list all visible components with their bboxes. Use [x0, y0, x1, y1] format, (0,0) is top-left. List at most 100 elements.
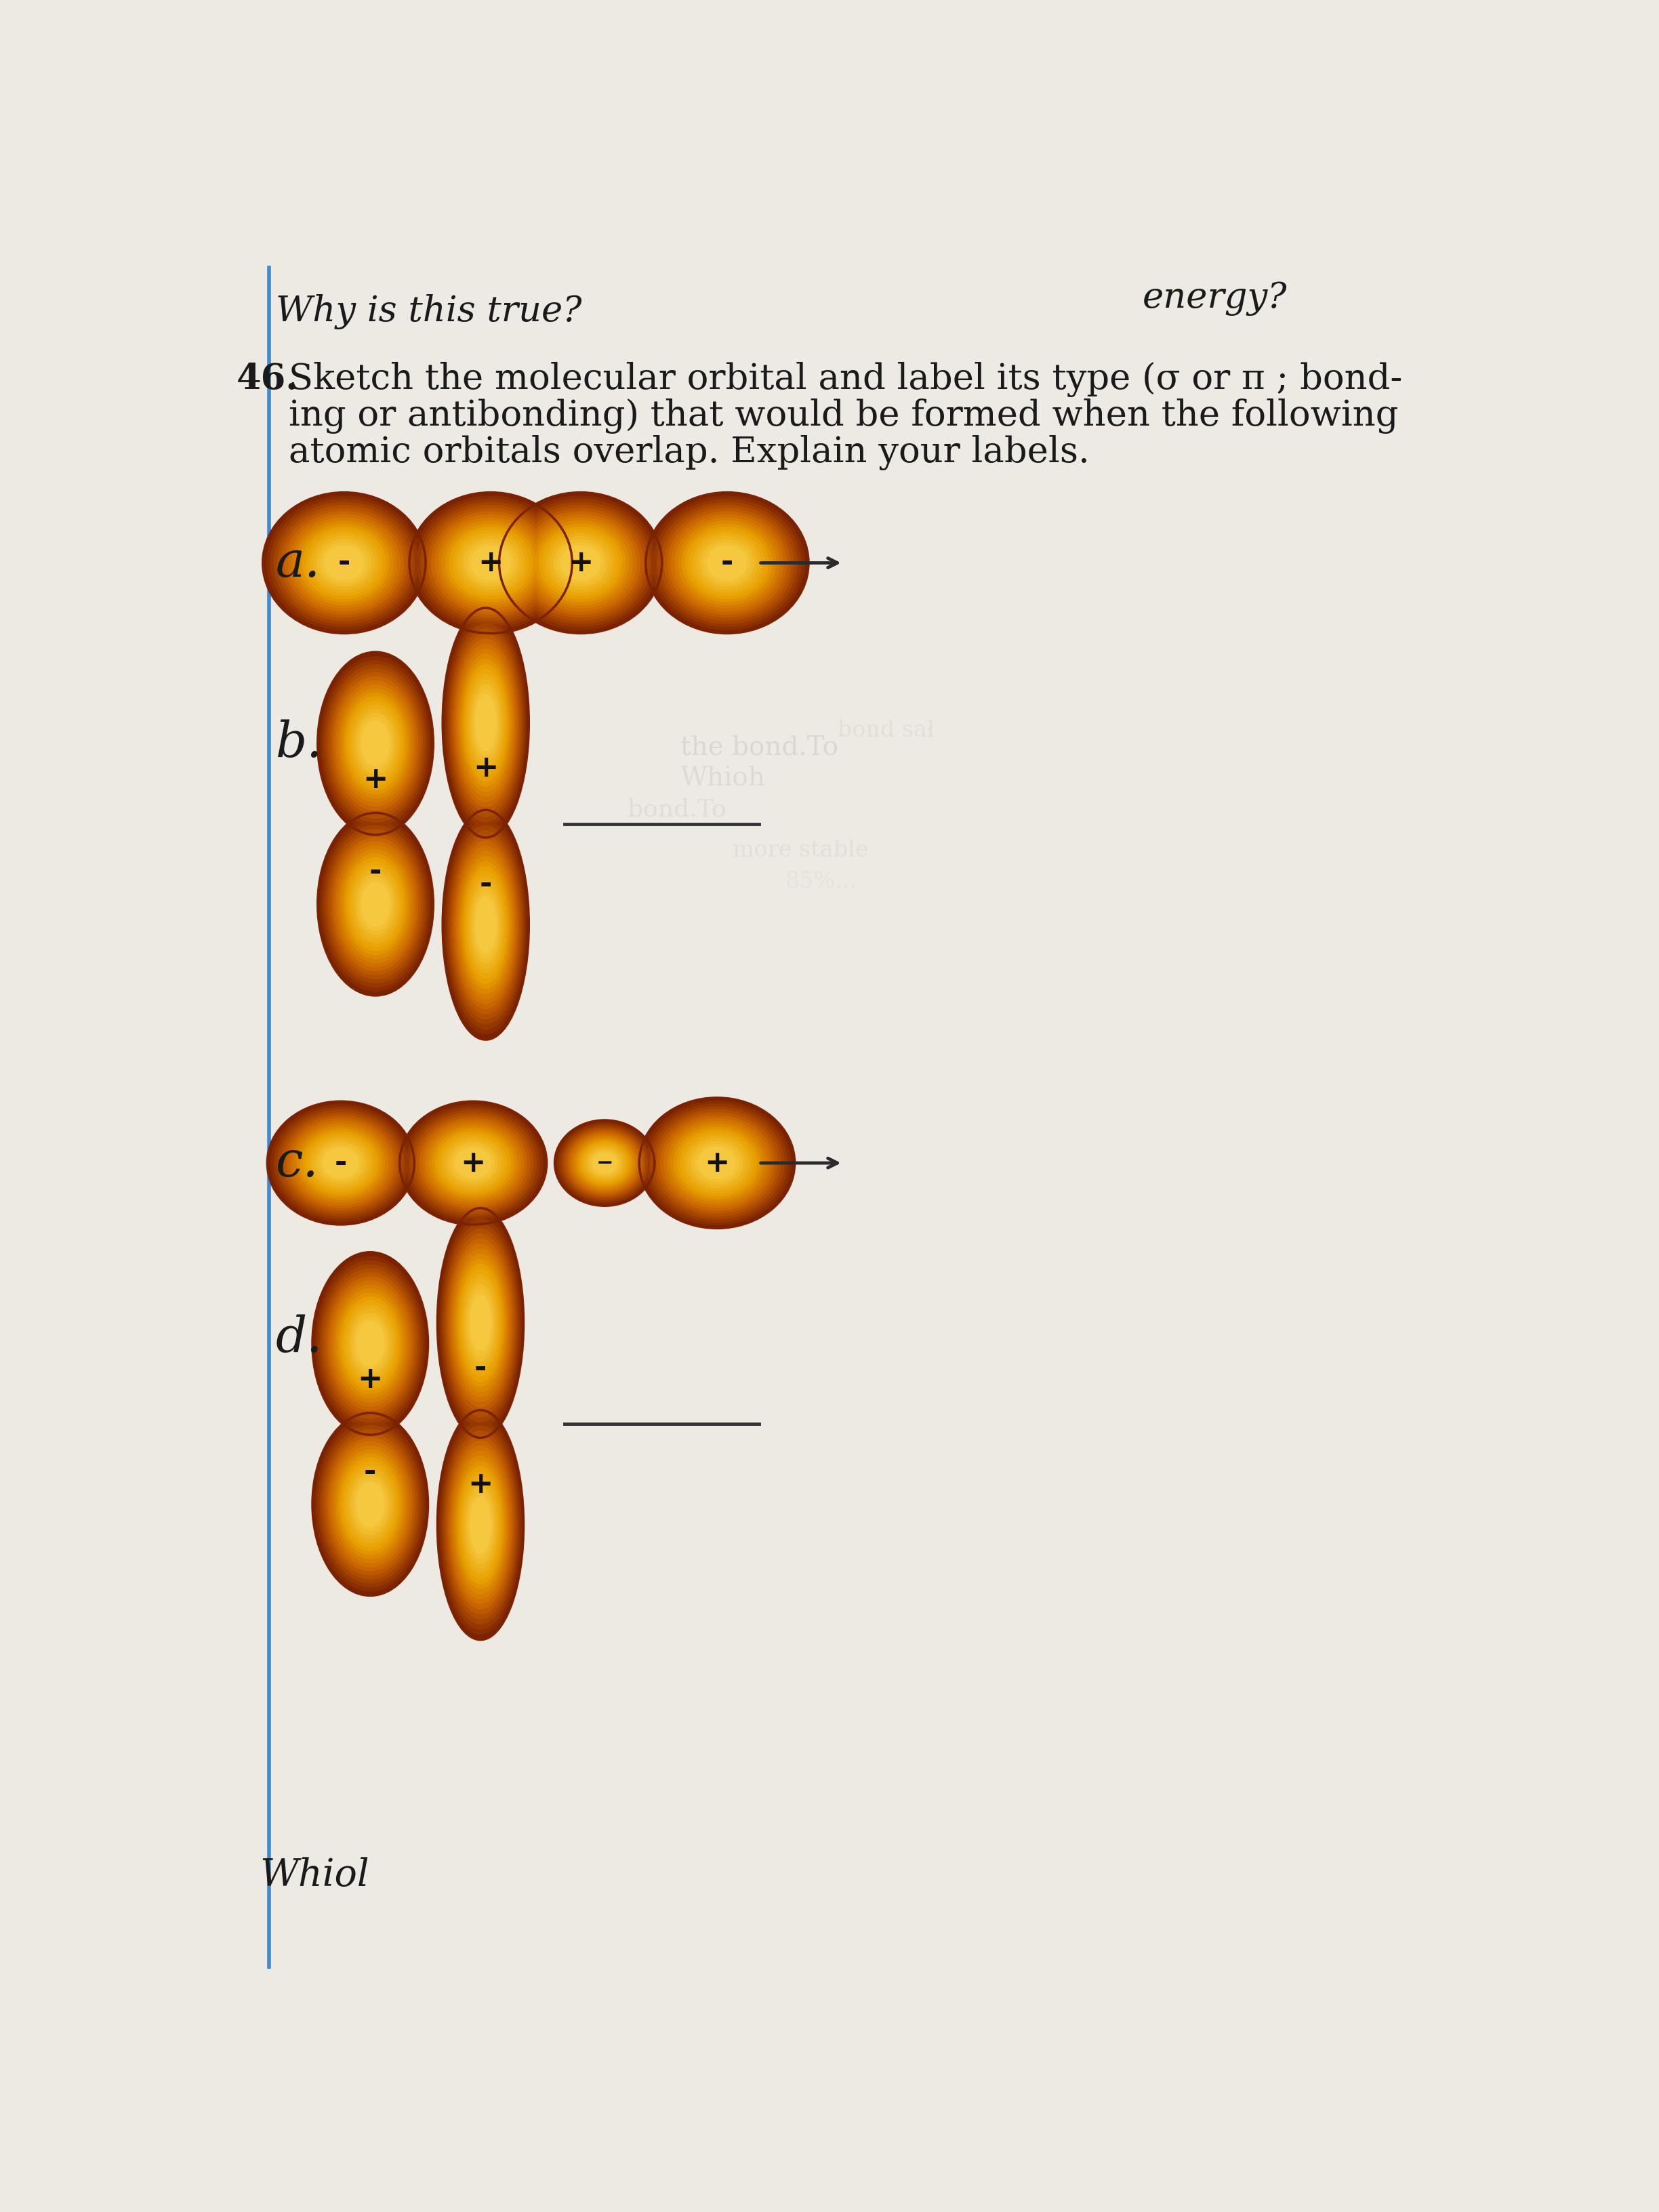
Ellipse shape [338, 845, 413, 962]
Ellipse shape [325, 664, 426, 823]
Ellipse shape [468, 675, 504, 772]
Ellipse shape [453, 1451, 508, 1599]
Ellipse shape [445, 613, 528, 832]
Ellipse shape [453, 836, 519, 1015]
Ellipse shape [284, 511, 405, 615]
Ellipse shape [693, 1144, 740, 1181]
Ellipse shape [302, 526, 387, 599]
Ellipse shape [357, 874, 395, 936]
Ellipse shape [400, 1102, 547, 1225]
Ellipse shape [435, 513, 547, 611]
Ellipse shape [450, 1440, 513, 1610]
Ellipse shape [440, 1212, 521, 1433]
Ellipse shape [443, 810, 529, 1040]
Ellipse shape [461, 860, 509, 989]
Ellipse shape [539, 526, 622, 599]
Ellipse shape [317, 540, 372, 586]
Text: −: − [596, 1152, 614, 1172]
Ellipse shape [667, 1121, 766, 1206]
Ellipse shape [328, 668, 423, 818]
Ellipse shape [451, 1447, 511, 1604]
Ellipse shape [690, 1141, 743, 1186]
Ellipse shape [299, 524, 390, 602]
Text: d.: d. [275, 1314, 322, 1363]
Ellipse shape [577, 1139, 632, 1188]
Ellipse shape [458, 1467, 503, 1584]
Ellipse shape [468, 1290, 493, 1356]
Ellipse shape [307, 1135, 375, 1192]
Ellipse shape [345, 858, 405, 951]
Ellipse shape [305, 529, 383, 595]
Ellipse shape [660, 504, 795, 622]
Ellipse shape [579, 1141, 630, 1186]
Ellipse shape [645, 493, 808, 633]
Ellipse shape [465, 1279, 498, 1367]
Ellipse shape [267, 1102, 415, 1225]
Text: 85%...: 85%... [785, 872, 858, 891]
Text: Whiol: Whiol [260, 1858, 370, 1893]
Text: the bond.To: the bond.To [680, 734, 838, 761]
Ellipse shape [468, 1491, 493, 1559]
Text: -: - [338, 549, 350, 577]
Ellipse shape [451, 1243, 511, 1402]
Ellipse shape [317, 1261, 423, 1427]
Ellipse shape [473, 688, 498, 757]
Ellipse shape [410, 1110, 538, 1217]
Ellipse shape [315, 1141, 365, 1183]
Ellipse shape [338, 1453, 403, 1555]
Ellipse shape [420, 1117, 528, 1208]
Ellipse shape [335, 1287, 405, 1398]
Ellipse shape [314, 535, 375, 591]
Text: b.: b. [275, 719, 322, 768]
Ellipse shape [287, 1117, 395, 1208]
Text: Why is this true?: Why is this true? [275, 294, 582, 330]
Ellipse shape [343, 854, 408, 956]
Ellipse shape [441, 1219, 519, 1427]
Ellipse shape [262, 493, 426, 633]
Ellipse shape [277, 504, 411, 622]
Ellipse shape [345, 1464, 395, 1544]
Ellipse shape [448, 825, 523, 1024]
Ellipse shape [438, 1208, 524, 1438]
Ellipse shape [460, 856, 511, 993]
Ellipse shape [564, 1128, 645, 1199]
Ellipse shape [642, 1102, 791, 1225]
Ellipse shape [330, 1442, 410, 1568]
Ellipse shape [338, 684, 413, 803]
Ellipse shape [468, 876, 504, 973]
Ellipse shape [416, 498, 566, 628]
Ellipse shape [406, 1106, 541, 1219]
Text: +: + [358, 1365, 383, 1394]
Ellipse shape [362, 721, 390, 765]
Ellipse shape [284, 1115, 398, 1210]
Ellipse shape [362, 880, 390, 927]
Ellipse shape [319, 1146, 362, 1181]
Ellipse shape [320, 657, 431, 832]
Ellipse shape [325, 825, 426, 984]
Ellipse shape [469, 1294, 491, 1352]
Ellipse shape [322, 1148, 358, 1179]
Ellipse shape [274, 502, 415, 624]
Ellipse shape [649, 495, 805, 630]
Ellipse shape [317, 1420, 423, 1588]
Ellipse shape [460, 1270, 501, 1376]
Ellipse shape [458, 648, 514, 796]
Ellipse shape [324, 821, 428, 987]
Text: 46.: 46. [236, 363, 299, 396]
Ellipse shape [531, 520, 630, 606]
Ellipse shape [453, 633, 519, 812]
Ellipse shape [469, 880, 503, 969]
Ellipse shape [572, 1135, 637, 1190]
Ellipse shape [571, 1133, 639, 1192]
Text: -: - [479, 869, 493, 898]
Ellipse shape [675, 518, 780, 608]
Ellipse shape [466, 872, 506, 980]
Ellipse shape [460, 1471, 501, 1579]
Ellipse shape [664, 509, 791, 617]
Ellipse shape [514, 504, 647, 622]
Ellipse shape [639, 1097, 795, 1228]
Ellipse shape [581, 1144, 629, 1183]
Ellipse shape [438, 1409, 524, 1639]
Ellipse shape [455, 1455, 506, 1595]
Ellipse shape [463, 1274, 499, 1371]
